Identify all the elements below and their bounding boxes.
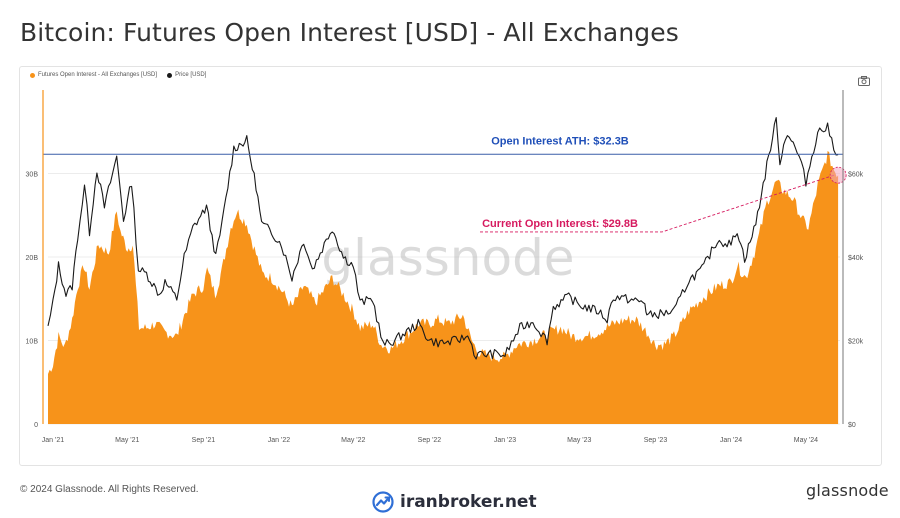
y-left-tick-label: 10B [26,339,39,346]
partner-name: iranbroker.net [400,492,537,512]
x-tick-label: Sep '23 [644,437,668,444]
brand-logo: glassnode [806,481,889,500]
y-right-tick-label: $40k [848,255,864,262]
glassnode-watermark: glassnode [321,229,574,287]
price-line [47,117,839,360]
x-tick-label: Sep '21 [192,437,216,444]
open-interest-area [48,150,839,424]
partner-logo-icon [372,491,394,513]
legend-dot-open-interest [30,72,35,78]
current-oi-leader [480,174,835,233]
current-oi-marker [829,166,847,184]
y-left-tick-label: 30B [26,172,39,179]
x-tick-label: May '21 [115,437,139,444]
price-series [47,117,839,360]
x-tick-label: May '23 [567,437,591,444]
legend-item-open-interest[interactable]: Futures Open Interest - All Exchanges [U… [30,72,157,78]
axes: 0 10B 20B 30B $0 $20k $40k $60k Jan '21 May '21 Se… [26,90,864,444]
x-tick-label: Sep '22 [418,437,442,444]
partner-logo[interactable]: iranbroker.net [372,491,537,513]
camera-icon[interactable] [858,73,870,86]
y-left-tick-label: 0 [34,422,38,429]
x-tick-label: Jan '21 [42,437,64,444]
x-tick-label: Jan '24 [720,437,742,444]
y-right-tick-label: $0 [848,422,856,429]
ath-annotation: Open Interest ATH: $32.3B [491,135,629,147]
x-tick-label: May '22 [341,437,365,444]
x-tick-label: Jan '22 [268,437,290,444]
legend-item-price[interactable]: Price [USD] [167,72,206,78]
x-tick-label: May '24 [794,437,818,444]
y-right-tick-label: $20k [848,339,864,346]
x-tick-label: Jan '23 [494,437,516,444]
y-left-tick-label: 20B [26,255,39,262]
legend-label-open-interest: Futures Open Interest - All Exchanges [U… [38,72,158,78]
legend-label-price: Price [USD] [175,72,207,78]
annotations: Open Interest ATH: $32.3B Current Open In… [43,135,847,233]
copyright-text: © 2024 Glassnode. All Rights Reserved. [20,484,199,495]
y-right-tick-label: $60k [848,172,864,179]
open-interest-series [48,150,839,424]
chart-legend[interactable]: Futures Open Interest - All Exchanges [U… [30,72,206,78]
chart-title: Bitcoin: Futures Open Interest [USD] - A… [20,18,679,47]
current-oi-annotation: Current Open Interest: $29.8B [482,218,638,230]
legend-dot-price [167,72,173,78]
